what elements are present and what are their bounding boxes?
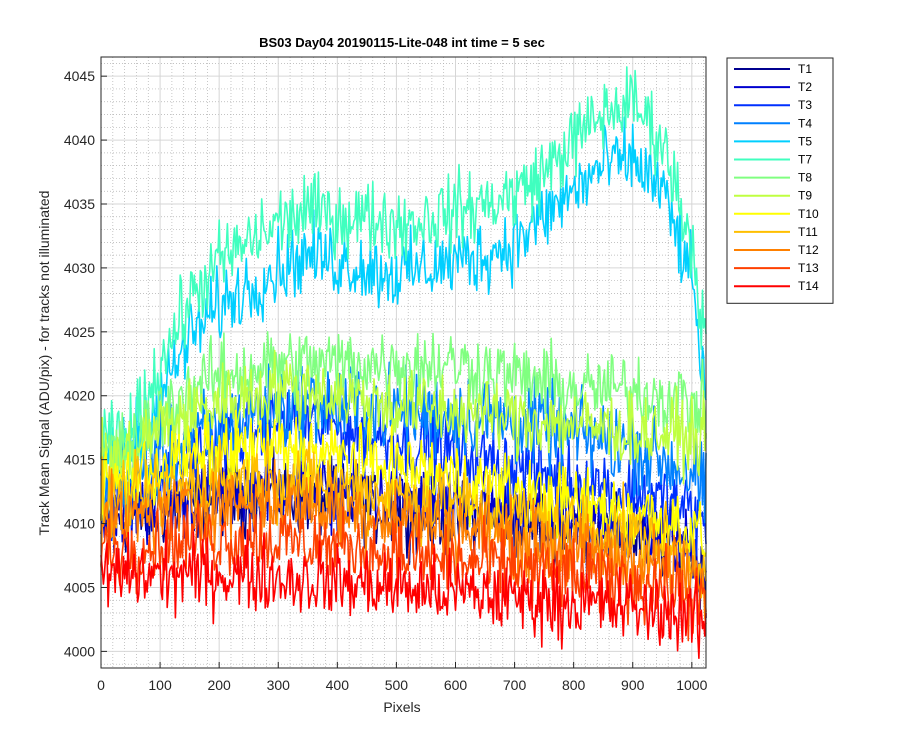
series-line-t5 (100, 116, 707, 487)
legend-label: T13 (798, 261, 819, 275)
series-line-t11 (100, 440, 707, 599)
x-tick-label: 600 (444, 677, 468, 693)
legend-label: T11 (798, 225, 818, 239)
legend-label: T1 (798, 62, 812, 76)
x-tick-label: 300 (267, 677, 291, 693)
plot-area (100, 66, 707, 659)
x-axis: 0 100 200 300 400 500 600 700 800 900 1000 (97, 662, 708, 693)
series-line-t7 (100, 66, 707, 476)
y-axis-label: Track Mean Signal (ADU/pix) - for tracks… (36, 191, 52, 536)
legend-box (726, 57, 834, 304)
y-tick-label: 4045 (64, 68, 95, 84)
x-axis-label: Pixels (383, 699, 420, 715)
legend: T1 T2 T3 T4 T5 T7 T8 T9 T10 T11 T12 T13 T14 (726, 57, 834, 304)
y-tick-label: 4035 (64, 196, 95, 212)
legend-label: T8 (798, 171, 812, 185)
chart-title: BS03 Day04 20190115-Lite-048 int time = … (259, 35, 545, 50)
legend-label: T9 (798, 189, 812, 203)
x-tick-label: 800 (562, 677, 586, 693)
legend-label: T2 (798, 80, 812, 94)
legend-label: T14 (798, 279, 819, 293)
x-tick-label: 200 (207, 677, 231, 693)
x-tick-label: 500 (385, 677, 409, 693)
legend-label: T3 (798, 98, 812, 112)
x-tick-label: 400 (326, 677, 350, 693)
legend-label: T12 (798, 243, 819, 257)
y-tick-label: 4025 (64, 324, 95, 340)
series-line-t14 (100, 529, 707, 659)
legend-label: T10 (798, 207, 819, 221)
series-line-t10 (100, 409, 707, 558)
x-tick-label: 900 (621, 677, 645, 693)
y-tick-label: 4010 (64, 516, 95, 532)
x-tick-label: 0 (97, 677, 105, 693)
y-axis: 4000 4005 4010 4015 4020 4025 4030 4035 4040 4045 (64, 68, 107, 659)
y-tick-label: 4005 (64, 579, 95, 595)
y-tick-label: 4030 (64, 260, 95, 276)
x-tick-label: 1000 (676, 677, 707, 693)
series-line-t9 (100, 349, 707, 499)
axes-box (100, 56, 707, 669)
series-line-t12 (100, 459, 707, 625)
y-tick-label: 4020 (64, 388, 95, 404)
x-tick-label: 700 (503, 677, 527, 693)
legend-label: T4 (798, 116, 812, 130)
y-tick-label: 4000 (64, 643, 95, 659)
legend-label: T7 (798, 153, 812, 167)
x-tick-label: 100 (148, 677, 172, 693)
legend-label: T5 (798, 134, 812, 148)
y-tick-label: 4015 (64, 452, 95, 468)
y-tick-label: 4040 (64, 132, 95, 148)
